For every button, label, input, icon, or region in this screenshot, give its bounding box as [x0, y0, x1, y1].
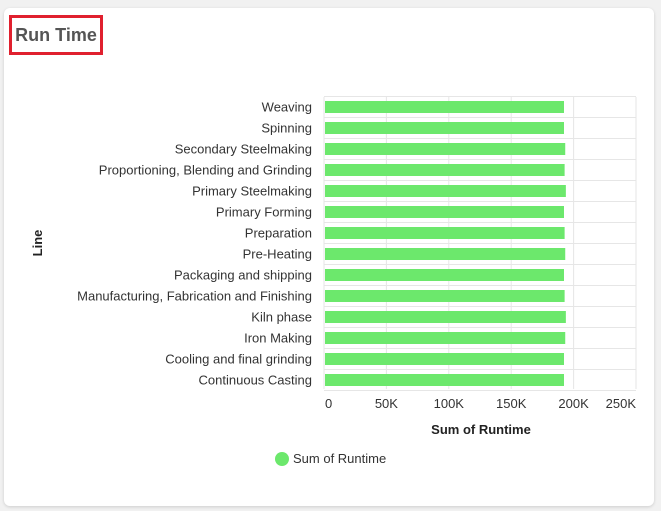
bar[interactable]	[325, 311, 566, 323]
bar[interactable]	[325, 374, 564, 386]
bar[interactable]	[325, 269, 564, 281]
bar[interactable]	[325, 248, 566, 260]
title-highlight-box: Run Time	[9, 15, 103, 55]
y-tick-label: Cooling and final grinding	[165, 352, 312, 367]
x-tick-label: 200K	[558, 396, 589, 411]
bar[interactable]	[325, 143, 566, 155]
bar[interactable]	[325, 206, 564, 218]
bar[interactable]	[325, 290, 565, 302]
bar[interactable]	[325, 101, 564, 113]
y-tick-label: Pre-Heating	[243, 247, 312, 262]
legend-label: Sum of Runtime	[293, 451, 386, 466]
y-tick-label: Primary Forming	[216, 205, 312, 220]
x-tick-label: 100K	[434, 396, 465, 411]
x-tick-label: 50K	[375, 396, 398, 411]
bar[interactable]	[325, 122, 564, 134]
bar[interactable]	[325, 227, 565, 239]
y-axis-title: Line	[30, 230, 45, 257]
bar[interactable]	[325, 164, 565, 176]
bar[interactable]	[325, 185, 566, 197]
y-tick-label: Kiln phase	[251, 310, 312, 325]
y-tick-label: Packaging and shipping	[174, 268, 312, 283]
y-tick-label: Continuous Casting	[199, 373, 312, 388]
y-tick-label: Spinning	[261, 121, 312, 136]
y-tick-label: Preparation	[245, 226, 312, 241]
chart-title: Run Time	[15, 24, 97, 45]
legend[interactable]: Sum of Runtime	[275, 451, 386, 466]
x-tick-label: 0	[325, 396, 332, 411]
y-tick-label: Weaving	[262, 100, 312, 115]
x-tick-label: 150K	[496, 396, 527, 411]
y-tick-label: Manufacturing, Fabrication and Finishing	[77, 289, 312, 304]
y-tick-label: Iron Making	[244, 331, 312, 346]
x-axis-title: Sum of Runtime	[431, 422, 531, 437]
bar[interactable]	[325, 353, 564, 365]
y-tick-label: Proportioning, Blending and Grinding	[99, 163, 312, 178]
x-tick-label: 250K	[606, 396, 637, 411]
bar[interactable]	[325, 332, 566, 344]
y-tick-label: Secondary Steelmaking	[175, 142, 312, 157]
legend-swatch-icon	[275, 452, 289, 466]
y-tick-label: Primary Steelmaking	[192, 184, 312, 199]
